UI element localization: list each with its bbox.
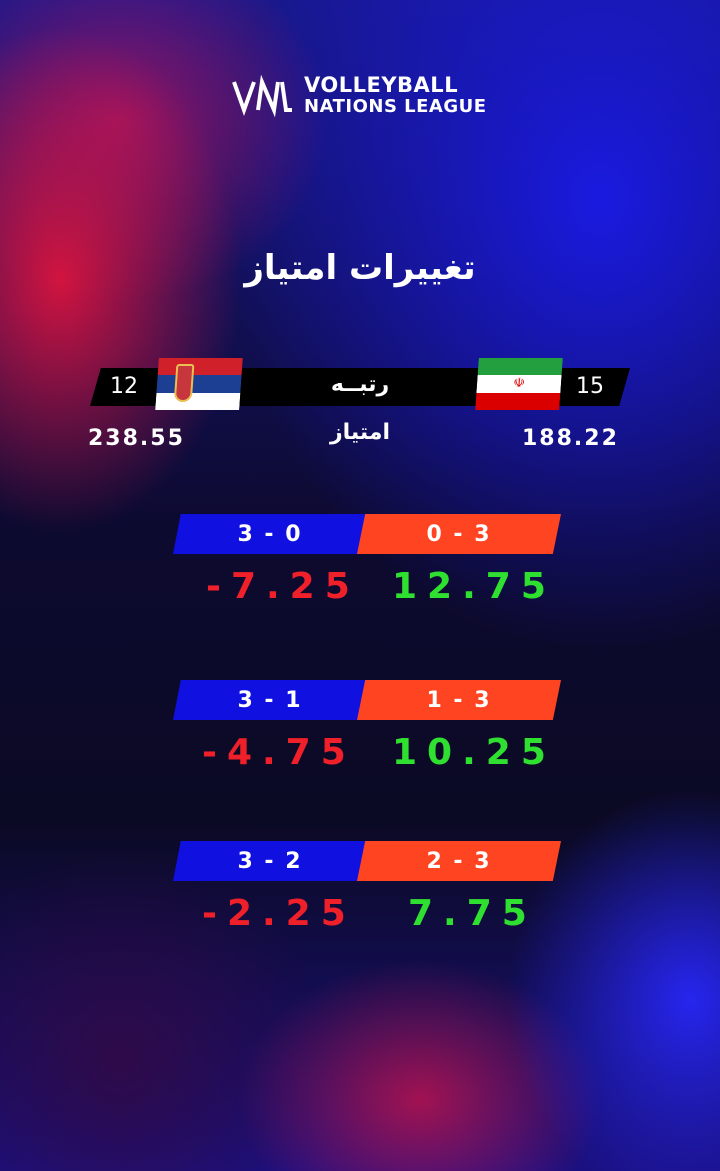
iran-change: 10.25 [392,732,556,773]
serbia-score: 3 - 2 [173,841,367,881]
iran-flag: ☫ [475,358,563,410]
iran-rank: 15 [576,374,604,399]
logo-line1: VOLLEYBALL [304,73,459,97]
rank-label: رتبــه [330,372,390,397]
iran-change: 12.75 [392,566,556,607]
serbia-points: 238.55 [88,426,185,451]
logo-line2: NATIONS LEAGUE [304,96,487,117]
serbia-score: 3 - 1 [173,680,367,720]
iran-score: 1 - 3 [357,680,561,720]
iran-score: 2 - 3 [357,841,561,881]
serbia-score: 3 - 0 [173,514,367,554]
serbia-rank: 12 [110,374,138,399]
serbia-change: -7.25 [206,566,360,607]
points-label: امتیاز [329,420,391,445]
serbia-change: -4.75 [202,732,356,773]
page-title: تغییرات امتیاز [244,248,476,288]
scenario-2: 3 - 1 1 - 3 [173,680,561,720]
scenario-3: 3 - 2 2 - 3 [173,841,561,881]
vnl-logo-icon [232,74,292,118]
iran-score: 0 - 3 [357,514,561,554]
iran-points: 188.22 [522,426,619,451]
serbia-change: -2.25 [202,893,356,934]
scenario-1: 3 - 0 0 - 3 [173,514,561,554]
iran-change: 7.75 [408,893,537,934]
vnl-logo: VOLLEYBALL NATIONS LEAGUE [232,74,487,118]
